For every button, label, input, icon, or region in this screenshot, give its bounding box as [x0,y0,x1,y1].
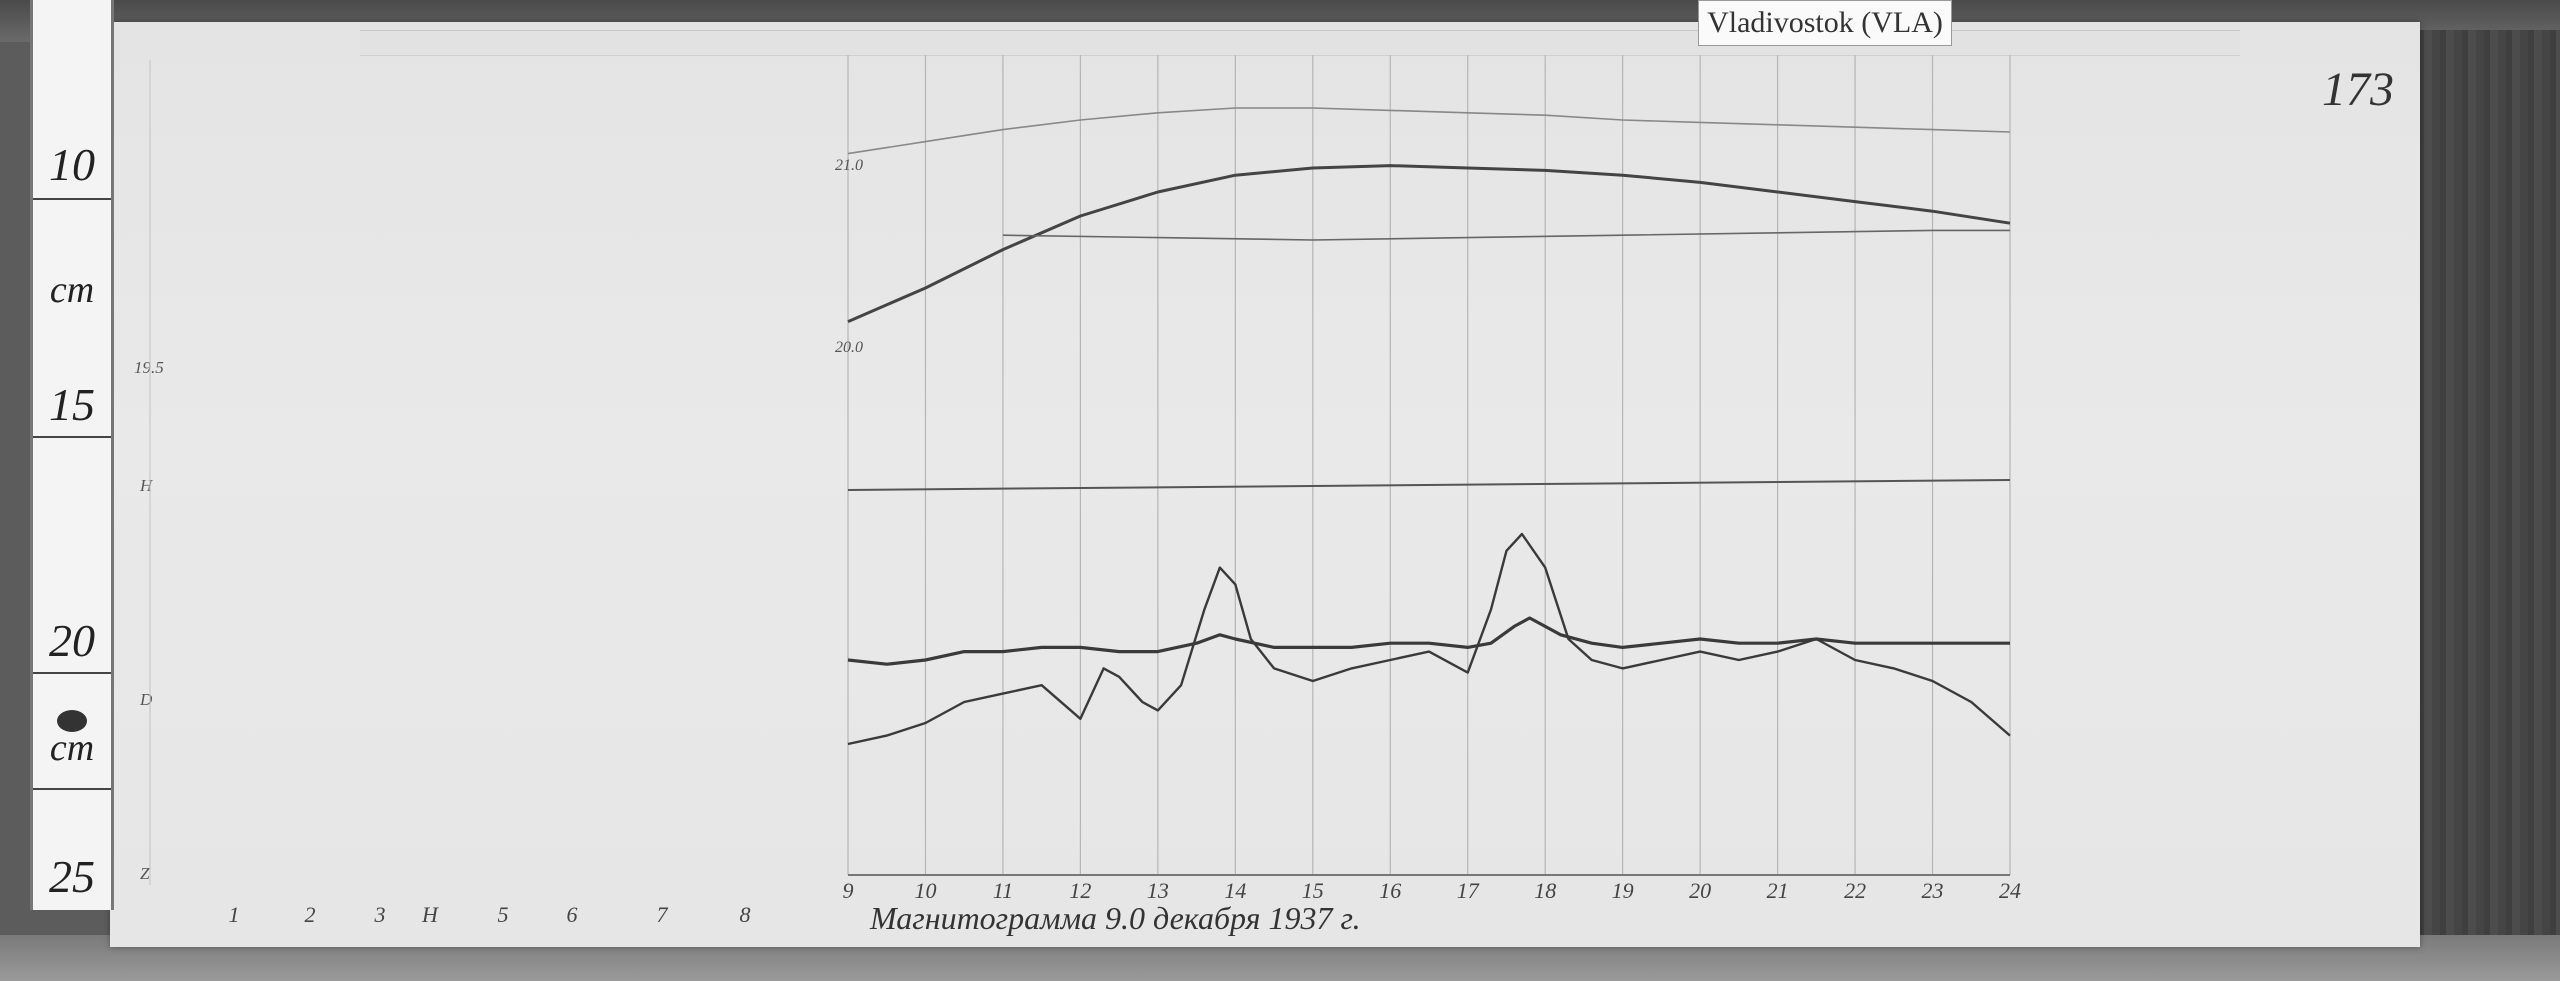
d-label: D [140,690,153,709]
x-tick-label: 3 [374,902,386,927]
ruler-tick [33,788,111,790]
x-tick-label: H [421,902,439,927]
x-tick-label: 6 [567,902,578,927]
x-tick-label: 24 [1999,878,2021,903]
x-tick-label: 20 [1689,878,1711,903]
background-wood-right [2418,30,2560,950]
magnetogram-sheet [110,22,2420,947]
station-label: Vladivostok (VLA) [1698,0,1952,46]
x-tick-label: 18 [1534,878,1556,903]
ruler-tick [33,672,111,674]
scale-ruler: 10 cm 15 20 cm 25 [30,0,114,910]
x-tick-label: 19 [1612,878,1634,903]
h-label: H [140,476,153,495]
upper-trace-3 [1002,229,2010,241]
lower-trace-1 [847,616,2010,666]
eye-icon [57,710,87,732]
x-tick-label: 12 [1069,878,1091,903]
x-tick-label: 13 [1147,878,1169,903]
ruler-number: 20 [49,615,95,666]
x-tick-label: 5 [498,902,509,927]
x-tick-label: 14 [1224,878,1246,903]
upper-scale-label: 20.0 [835,339,863,356]
ruler-unit: cm [49,727,95,769]
panel-separator [847,479,2011,491]
x-tick-label: 2 [305,902,316,927]
lower-trace-2 [847,532,2011,746]
ruler-number: 25 [49,851,95,902]
x-tick-label: 7 [657,902,669,927]
x-tick-label: 15 [1302,878,1324,903]
ruler-unit: cm [49,269,95,311]
ruler-number: 10 [49,139,95,190]
chart-caption: Магнитограмма 9.0 декабря 1937 г. [870,900,1361,936]
ruler-number: 15 [49,379,95,430]
ruler-tick [33,436,111,438]
ruler-tick [33,198,111,200]
upper-trace-1 [847,164,2011,323]
z-label: Z [140,864,150,883]
x-tick-label: 21 [1767,878,1789,903]
x-tick-label: 11 [993,878,1013,903]
x-tick-label: 9 [843,878,854,903]
z-scale-note: 19.5 [134,358,164,377]
x-tick-label: 10 [914,878,936,903]
x-tick-label: 16 [1379,878,1401,903]
x-tick-label: 22 [1844,878,1866,903]
x-tick-label: 23 [1922,878,1944,903]
x-tick-label: 1 [229,902,240,927]
x-tick-label: 8 [740,902,751,927]
upper-scale-label: 21.0 [835,157,863,174]
x-tick-label: 17 [1457,878,1480,903]
upper-trace-2 [847,107,2011,155]
page-number: 173 [2322,63,2394,116]
